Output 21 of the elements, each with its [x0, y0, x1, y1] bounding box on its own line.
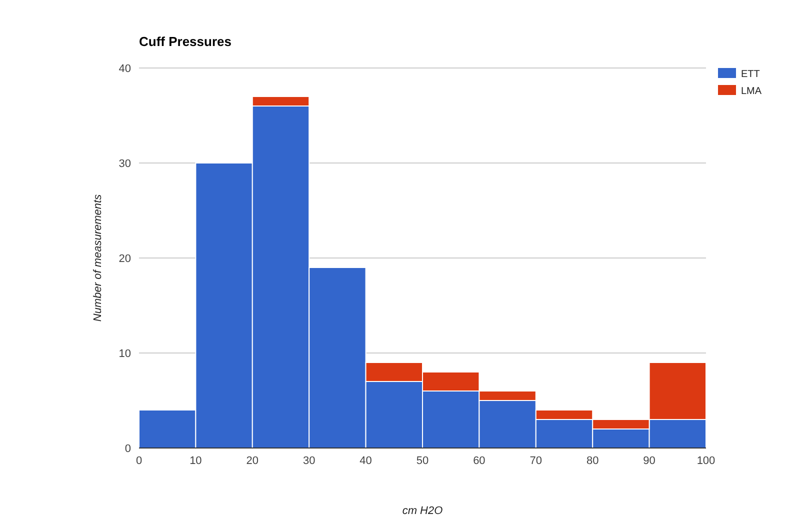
- y-tick-label: 20: [118, 252, 131, 265]
- y-axis-title: Number of measurements: [92, 194, 104, 322]
- y-tick-label: 0: [124, 442, 131, 455]
- y-tick-label: 40: [118, 62, 131, 75]
- legend-label: LMA: [741, 86, 762, 97]
- x-axis-title: cm H2O: [402, 505, 444, 517]
- x-tick-label: 50: [416, 455, 429, 467]
- x-tick-label: 40: [360, 455, 372, 467]
- x-tick-label: 100: [696, 455, 716, 467]
- legend-label: ETT: [741, 69, 760, 80]
- y-tick-label: 10: [118, 348, 131, 360]
- x-tick-label: 0: [136, 455, 142, 467]
- chart-title: Cuff Pressures: [139, 34, 232, 49]
- y-tick-label: 30: [118, 158, 131, 170]
- x-tick-label: 30: [302, 455, 316, 467]
- x-tick-label: 70: [530, 455, 542, 467]
- x-tick-label: 60: [473, 455, 486, 467]
- x-tick-label: 10: [190, 455, 202, 467]
- x-tick-label: 20: [246, 455, 259, 467]
- x-tick-label: 80: [586, 455, 599, 467]
- x-tick-label: 90: [643, 455, 656, 467]
